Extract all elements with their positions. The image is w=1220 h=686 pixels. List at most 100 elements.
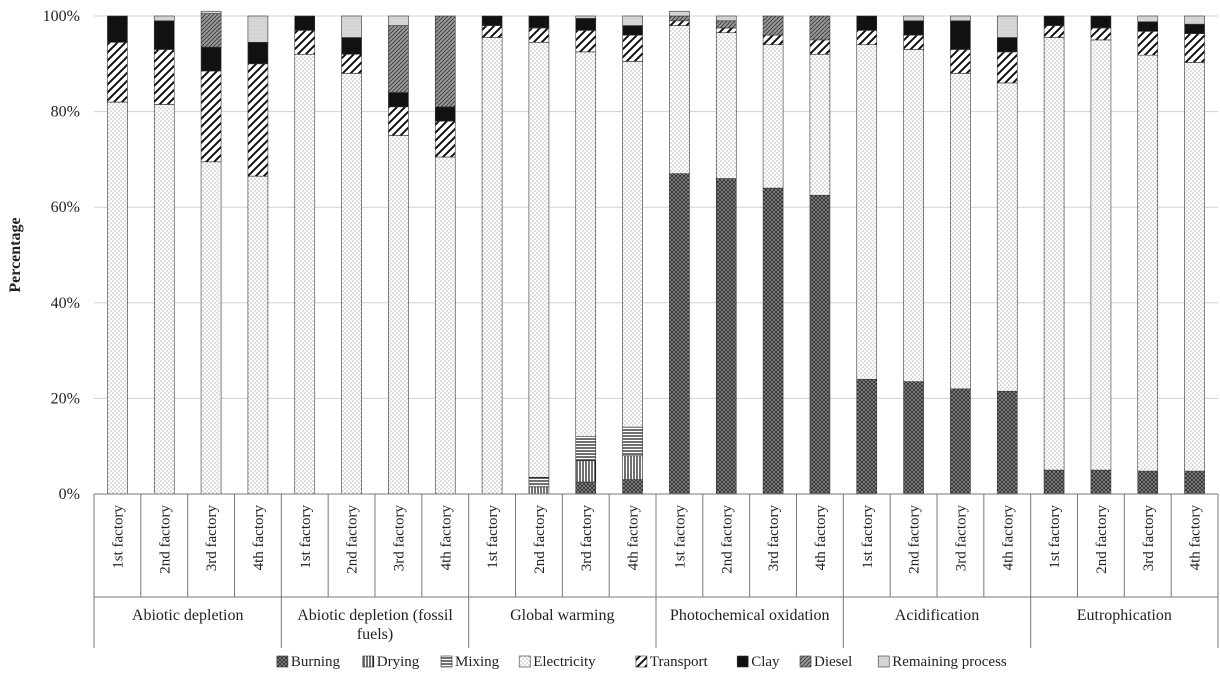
bar-segment-burning: [856, 378, 878, 495]
bar-segment-electricity: [341, 73, 362, 495]
bar-segment-burning: [996, 390, 1018, 495]
bar-segment-remaining-process: [669, 10, 690, 17]
x-tick-label: 3rd factory: [953, 505, 969, 572]
bar-segment-remaining-process: [1184, 15, 1205, 25]
legend-swatch: [736, 655, 749, 668]
bars: [107, 10, 1205, 495]
bar-segment-diesel: [200, 13, 222, 48]
bar-segment-clay: [950, 20, 971, 50]
bar-segment-remaining-process: [1137, 15, 1159, 23]
x-tick-label: 1st factory: [672, 505, 688, 569]
x-tick-label: 2nd factory: [157, 505, 173, 574]
legend-item-transport: Transport: [635, 654, 709, 670]
bar-segment-burning: [575, 481, 597, 495]
bar-segment-remaining-process: [575, 15, 597, 19]
bar-segment-burning: [1043, 469, 1065, 495]
legend-item-remaining-process: Remaining process: [877, 654, 1007, 670]
bar-segment-clay: [1043, 15, 1065, 26]
bar-segment-electricity: [247, 175, 269, 495]
x-tick-label: 2nd factory: [907, 505, 923, 574]
bar-segment-clay: [341, 37, 362, 55]
bar-segment-transport: [950, 49, 971, 74]
x-tick-label: 3rd factory: [391, 505, 407, 572]
bar-segment-clay: [247, 41, 269, 65]
legend-label: Transport: [650, 654, 709, 670]
x-axis: 1st factory 2nd factory 3rd factory 4th fac…: [93, 493, 1219, 648]
legend-swatch: [440, 655, 453, 668]
bar-segment-clay: [575, 18, 597, 31]
legend-swatch: [877, 655, 890, 668]
bar-segment-transport: [575, 30, 597, 53]
bar-segment-clay: [107, 15, 128, 43]
bar-segment-drying: [622, 455, 643, 480]
legend-item-mixing: Mixing: [440, 654, 500, 670]
group-label: Abiotic depletion: [132, 607, 244, 624]
bar-segment-transport: [809, 39, 831, 55]
x-tick-label: 1st factory: [860, 505, 876, 569]
bar-segment-diesel: [809, 15, 831, 41]
bar-segment-clay: [200, 46, 222, 72]
bar-segment-transport: [294, 30, 316, 55]
x-tick-label: 1st factory: [298, 505, 314, 569]
bar-segment-electricity: [996, 82, 1018, 392]
y-tick-label: 60%: [51, 199, 80, 216]
x-tick-label: 3rd factory: [766, 505, 782, 572]
x-tick-label: 4th factory: [1188, 505, 1204, 571]
bar-segment-burning: [809, 194, 831, 495]
legend-item-clay: Clay: [736, 654, 780, 670]
bar-segment-transport: [903, 34, 924, 50]
bar-segment-electricity: [200, 161, 222, 495]
legend-label: Diesel: [814, 654, 852, 670]
bar-segment-transport: [107, 41, 128, 103]
bar-segment-electricity: [528, 41, 550, 478]
x-tick-label: 1st factory: [485, 505, 501, 569]
bar-segment-clay: [294, 15, 316, 31]
bar-segment-clay: [388, 92, 409, 108]
legend-swatch: [635, 655, 648, 668]
bar-segment-transport: [388, 106, 409, 136]
legend: Burning Drying Mixing Electricity Transport C…: [276, 654, 1007, 670]
bar-segment-transport: [1090, 27, 1112, 41]
bar-segment-diesel: [434, 15, 456, 108]
bar-segment-transport: [200, 70, 222, 163]
bar-segment-transport: [669, 20, 690, 26]
group-label: Eutrophication: [1077, 607, 1172, 624]
bar-segment-burning: [903, 381, 924, 495]
bar-segment-remaining-process: [200, 10, 222, 14]
x-tick-label: 3rd factory: [1141, 505, 1157, 572]
x-tick-label: 4th factory: [626, 505, 642, 571]
bar-segment-transport: [247, 63, 269, 177]
bar-segment-remaining-process: [341, 15, 362, 38]
bar-segment-clay: [434, 106, 456, 122]
bar-segment-electricity: [950, 73, 971, 390]
bar-segment-transport: [856, 30, 878, 45]
bar-segment-burning: [1184, 470, 1205, 495]
bar-segment-burning: [1090, 469, 1112, 495]
legend-item-drying: Drying: [362, 654, 420, 670]
bar-segment-clay: [1137, 21, 1159, 32]
bar-segment-clay: [856, 15, 878, 31]
y-tick-label: 40%: [51, 295, 80, 312]
bar-segment-transport: [1043, 25, 1065, 38]
group-label: Acidification: [895, 607, 979, 624]
bar-segment-burning: [715, 178, 737, 495]
bar-segment-electricity: [107, 101, 128, 495]
bar-segment-electricity: [1184, 62, 1205, 472]
bar-segment-drying: [575, 460, 597, 483]
bar-segment-electricity: [809, 53, 831, 196]
bar-segment-electricity: [762, 44, 784, 189]
bar-segment-drying: [528, 486, 550, 495]
bar-segment-remaining-process: [903, 15, 924, 22]
bar-segment-transport: [1184, 33, 1205, 63]
legend-label: Burning: [291, 654, 341, 670]
legend-item-diesel: Diesel: [799, 654, 852, 670]
bar-segment-remaining-process: [715, 15, 737, 22]
bar-segment-burning: [1137, 470, 1159, 495]
bar-segment-transport: [762, 34, 784, 45]
x-tick-label: 1st factory: [1047, 505, 1063, 569]
bar-segment-burning: [762, 187, 784, 495]
x-tick-label: 4th factory: [1000, 505, 1016, 571]
x-tick-label: 2nd factory: [1094, 505, 1110, 574]
legend-label: Remaining process: [892, 654, 1007, 670]
